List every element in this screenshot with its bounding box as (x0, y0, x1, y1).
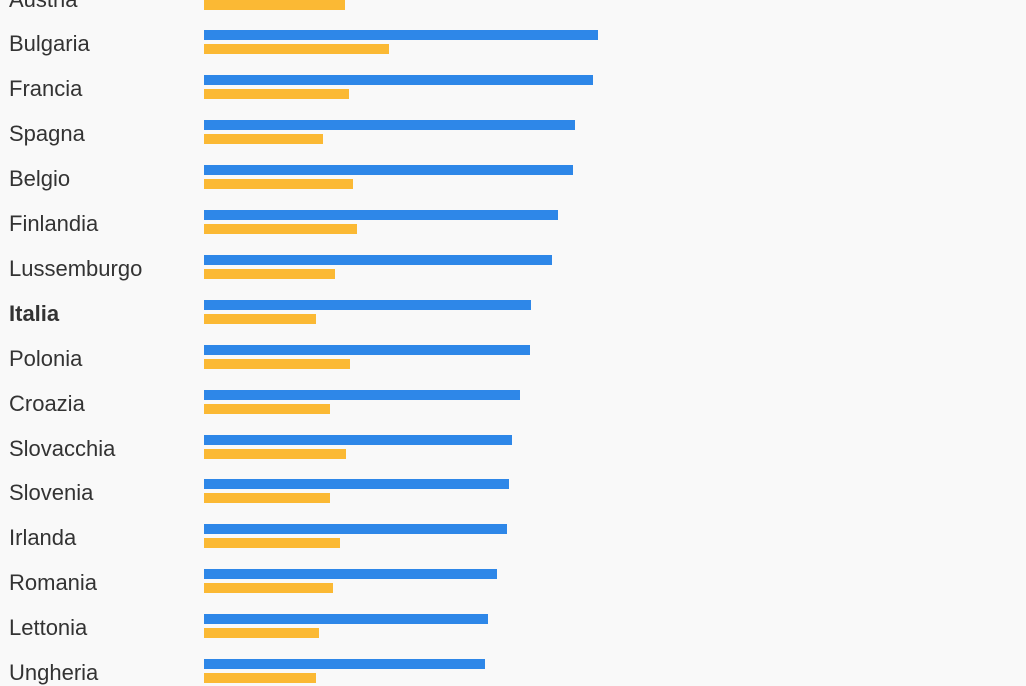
blue-bar (204, 120, 576, 131)
orange-bar (204, 583, 334, 594)
category-label: Lussemburgo (9, 255, 143, 281)
category-label: Spagna (9, 121, 85, 147)
blue-bar (204, 479, 510, 490)
orange-bar (204, 268, 336, 279)
orange-bar (204, 538, 340, 549)
category-label: Slovacchia (9, 435, 116, 461)
orange-bar (204, 448, 346, 459)
blue-bar (204, 254, 552, 265)
blue-bar (204, 434, 512, 445)
category-label: Austria (9, 0, 77, 13)
blue-bar (204, 614, 488, 625)
orange-bar (204, 89, 350, 100)
category-label: Lettonia (9, 615, 88, 641)
category-label: Slovenia (9, 480, 94, 506)
blue-bar (204, 165, 574, 176)
category-label: Italia (9, 300, 60, 326)
orange-bar (204, 179, 354, 190)
orange-bar (204, 0, 346, 10)
orange-bar (204, 313, 316, 324)
category-label: Croazia (9, 390, 85, 416)
blue-bar (204, 659, 486, 669)
orange-bar (204, 358, 350, 369)
blue-bar (204, 210, 558, 220)
category-label: Polonia (9, 345, 83, 371)
category-label: Bulgaria (9, 31, 90, 57)
orange-bar (204, 403, 330, 414)
blue-bar (204, 569, 498, 580)
blue-bar (204, 344, 530, 355)
blue-bar (204, 75, 594, 86)
category-label: Irlanda (9, 525, 77, 551)
category-label: Belgio (9, 166, 71, 192)
orange-bar (204, 44, 390, 55)
blue-bar (204, 524, 508, 535)
orange-bar (204, 493, 330, 504)
category-label: Finlandia (9, 211, 99, 236)
orange-bar (204, 628, 320, 639)
blue-bar (204, 299, 532, 310)
orange-bar (204, 134, 324, 145)
blue-bar (204, 30, 598, 41)
orange-bar (204, 224, 358, 234)
blue-bar (204, 389, 520, 400)
category-label: Romania (9, 570, 98, 596)
category-label: Francia (9, 76, 83, 102)
category-label: Ungheria (9, 660, 99, 685)
orange-bar (204, 673, 316, 683)
